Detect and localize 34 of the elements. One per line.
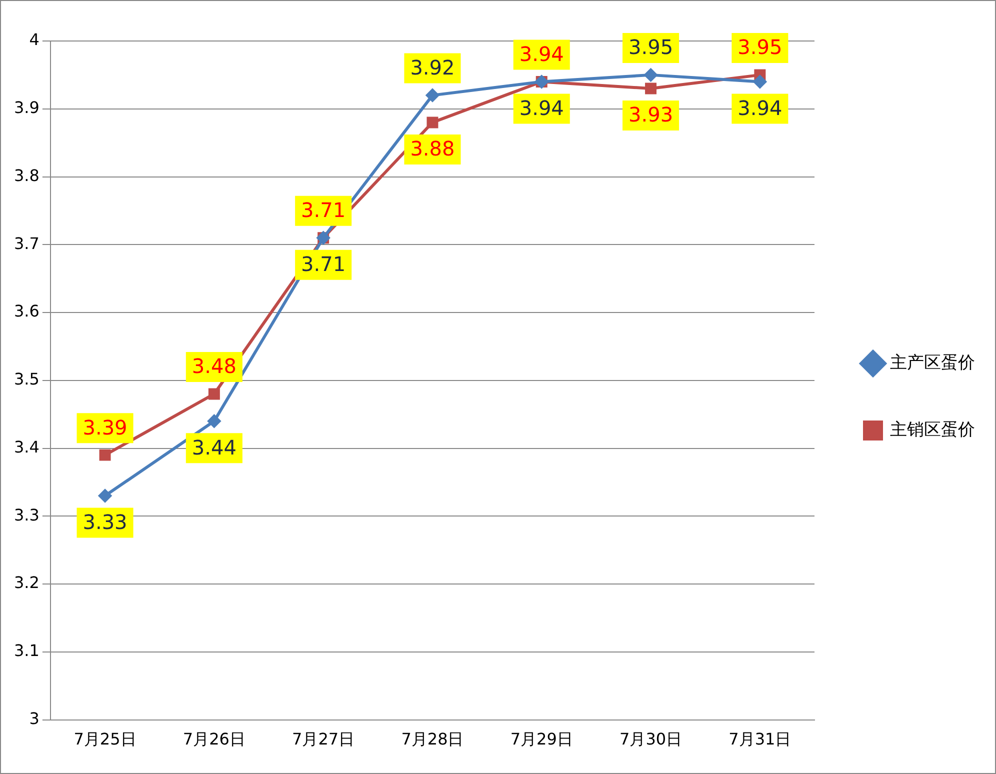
data-label: 3.44 bbox=[192, 435, 236, 460]
y-tick-label: 3.5 bbox=[14, 370, 40, 389]
data-label: 3.71 bbox=[301, 252, 346, 276]
y-tick-label: 4 bbox=[29, 30, 40, 50]
data-label: 3.93 bbox=[628, 102, 674, 127]
data-label: 3.48 bbox=[192, 354, 236, 378]
y-tick-label: 3.4 bbox=[14, 437, 40, 456]
y-tick-label: 3 bbox=[29, 708, 40, 728]
x-tick-label: 7月25日 bbox=[74, 730, 136, 749]
data-label: 3.95 bbox=[628, 35, 674, 60]
y-tick-label: 3.6 bbox=[14, 302, 40, 321]
y-tick-label: 3.3 bbox=[14, 505, 40, 524]
data-label: 3.94 bbox=[519, 42, 564, 66]
x-tick-label: 7月27日 bbox=[292, 730, 355, 749]
data-label: 3.92 bbox=[410, 56, 455, 80]
data-label: 3.95 bbox=[738, 35, 782, 60]
data-label: 3.33 bbox=[82, 510, 128, 534]
y-tick-label: 3.8 bbox=[14, 166, 40, 185]
legend-label: 主产区蛋价 bbox=[890, 352, 975, 373]
legend-label: 主销区蛋价 bbox=[890, 420, 975, 440]
data-label: 3.94 bbox=[519, 96, 564, 120]
data-label: 3.39 bbox=[82, 415, 128, 440]
data-label: 3.71 bbox=[301, 198, 346, 222]
data-label: 3.94 bbox=[738, 96, 782, 120]
y-tick-label: 3.2 bbox=[14, 573, 40, 592]
y-tick-label: 3.1 bbox=[14, 641, 40, 660]
x-tick-label: 7月29日 bbox=[510, 730, 573, 749]
x-tick-label: 7月26日 bbox=[182, 730, 246, 749]
y-tick-label: 3.9 bbox=[14, 98, 40, 118]
x-tick-label: 7月31日 bbox=[728, 730, 792, 749]
x-tick-label: 7月28日 bbox=[401, 730, 464, 749]
y-tick-label: 3.7 bbox=[14, 234, 40, 253]
data-label: 3.88 bbox=[410, 136, 455, 161]
x-tick-label: 7月30日 bbox=[620, 730, 682, 749]
